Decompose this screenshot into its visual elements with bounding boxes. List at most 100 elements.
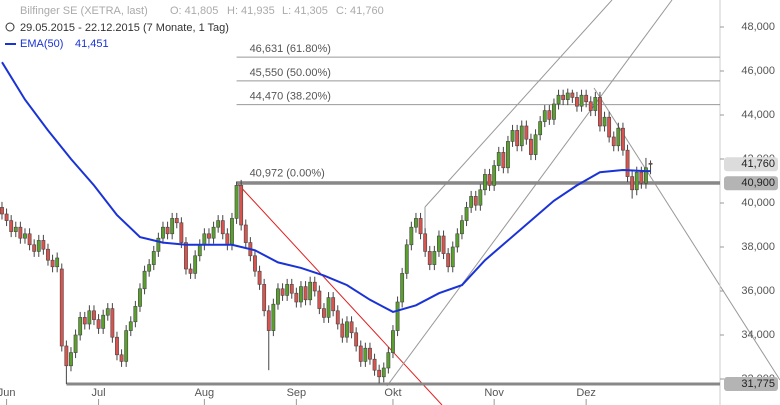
candle-body — [565, 92, 570, 100]
candle-body — [607, 116, 612, 138]
candle-body — [276, 288, 280, 305]
candle-body — [317, 290, 322, 309]
candle-body — [552, 103, 556, 120]
y-tick-label: 46,000 — [741, 65, 775, 77]
candle-body — [427, 251, 432, 265]
candle-body — [46, 248, 50, 261]
ohlc-label: H: 41,935 — [227, 5, 275, 17]
candle-body — [151, 251, 156, 265]
candle-body — [611, 136, 616, 147]
x-tick-label: Jun — [0, 387, 15, 399]
header: Bilfinger SE (XETRA, last) O: 41,805 H: … — [5, 5, 384, 50]
candle-body — [13, 226, 18, 232]
candle-body — [639, 171, 644, 184]
candle-body — [124, 330, 129, 362]
price-marker-label: 31,775 — [741, 378, 775, 390]
candle-body — [262, 284, 267, 312]
candle-body — [161, 226, 165, 239]
candle-body — [506, 141, 510, 169]
candle-body — [542, 110, 547, 122]
x-tick-label: Aug — [195, 387, 215, 399]
level-label: 46,631 (61.80%) — [250, 43, 331, 55]
trend-line — [593, 87, 780, 381]
candle-body — [207, 233, 211, 239]
candle-body — [630, 176, 635, 191]
candle-body — [73, 334, 78, 353]
candle-body — [55, 257, 60, 268]
candle-body — [69, 352, 73, 367]
candle-body — [4, 213, 9, 221]
candle-body — [391, 330, 395, 353]
candle-body — [294, 292, 299, 303]
candle-body — [110, 308, 115, 338]
candle-body — [59, 268, 64, 347]
candle-body — [239, 185, 244, 226]
candle-body — [197, 244, 202, 257]
candle-body — [478, 189, 483, 206]
price-marker-box — [724, 157, 778, 172]
candle-body — [386, 352, 391, 369]
candle-body — [147, 264, 152, 272]
price-marker-box — [724, 376, 778, 391]
candle-body — [450, 246, 455, 268]
candle-body — [299, 286, 303, 303]
candle-body — [266, 310, 271, 331]
price-marker-box — [724, 176, 778, 191]
candle-body — [487, 174, 492, 186]
channel-line — [424, 0, 613, 208]
candle-body — [538, 121, 543, 136]
candle-body — [634, 171, 639, 191]
candle-body — [515, 130, 520, 147]
candle-body — [138, 288, 142, 307]
candle-body — [289, 284, 294, 294]
price-marker-label: 41,760 — [741, 158, 775, 170]
candle-body — [464, 207, 469, 221]
trend-line — [236, 182, 443, 405]
candle-body — [570, 92, 575, 98]
candle-body — [78, 317, 83, 336]
candle-body — [308, 281, 313, 301]
x-tick-label: Okt — [384, 387, 401, 399]
candle-body — [598, 97, 602, 127]
candle-body — [303, 286, 308, 301]
candle-body — [432, 251, 437, 265]
candle-body — [441, 235, 446, 254]
candle-body — [593, 97, 598, 111]
candle-body — [211, 226, 216, 239]
candle-body — [524, 125, 529, 140]
candle-body — [243, 224, 248, 243]
ohlc-label: O: 41,805 — [170, 5, 218, 17]
candle-body — [64, 345, 69, 367]
legend-label: EMA(50) — [20, 38, 63, 50]
candle-body — [414, 218, 418, 228]
candle-body — [96, 319, 101, 329]
candle-body — [372, 358, 377, 371]
subtitle: 29.05.2015 - 22.12.2015 (7 Monate, 1 Tag… — [20, 22, 229, 34]
candle-body — [326, 297, 331, 318]
candle-body — [32, 244, 37, 252]
candle-body — [27, 233, 32, 246]
ema-line — [1, 61, 651, 313]
candle-body — [101, 314, 106, 329]
x-tick-label: Sep — [287, 387, 307, 399]
candle-body — [588, 101, 593, 111]
y-tick-label: 38,000 — [741, 241, 775, 253]
candle-body — [418, 218, 423, 235]
candle-body — [115, 336, 119, 356]
candle-body — [400, 273, 405, 303]
candle-body — [105, 308, 110, 316]
candle-body — [529, 138, 533, 155]
y-tick-label: 36,000 — [741, 285, 775, 297]
candle-body — [621, 127, 625, 151]
candle-body — [331, 297, 336, 312]
y-tick-label: 44,000 — [741, 109, 775, 121]
level-label: 45,550 (50.00%) — [250, 67, 331, 79]
candle-body — [220, 220, 225, 235]
candle-body — [455, 233, 460, 248]
candle-body — [473, 196, 478, 206]
candle-body — [322, 308, 326, 318]
legend-value: 41,451 — [75, 38, 109, 50]
candle-body — [18, 226, 23, 239]
candle-body — [345, 321, 349, 338]
